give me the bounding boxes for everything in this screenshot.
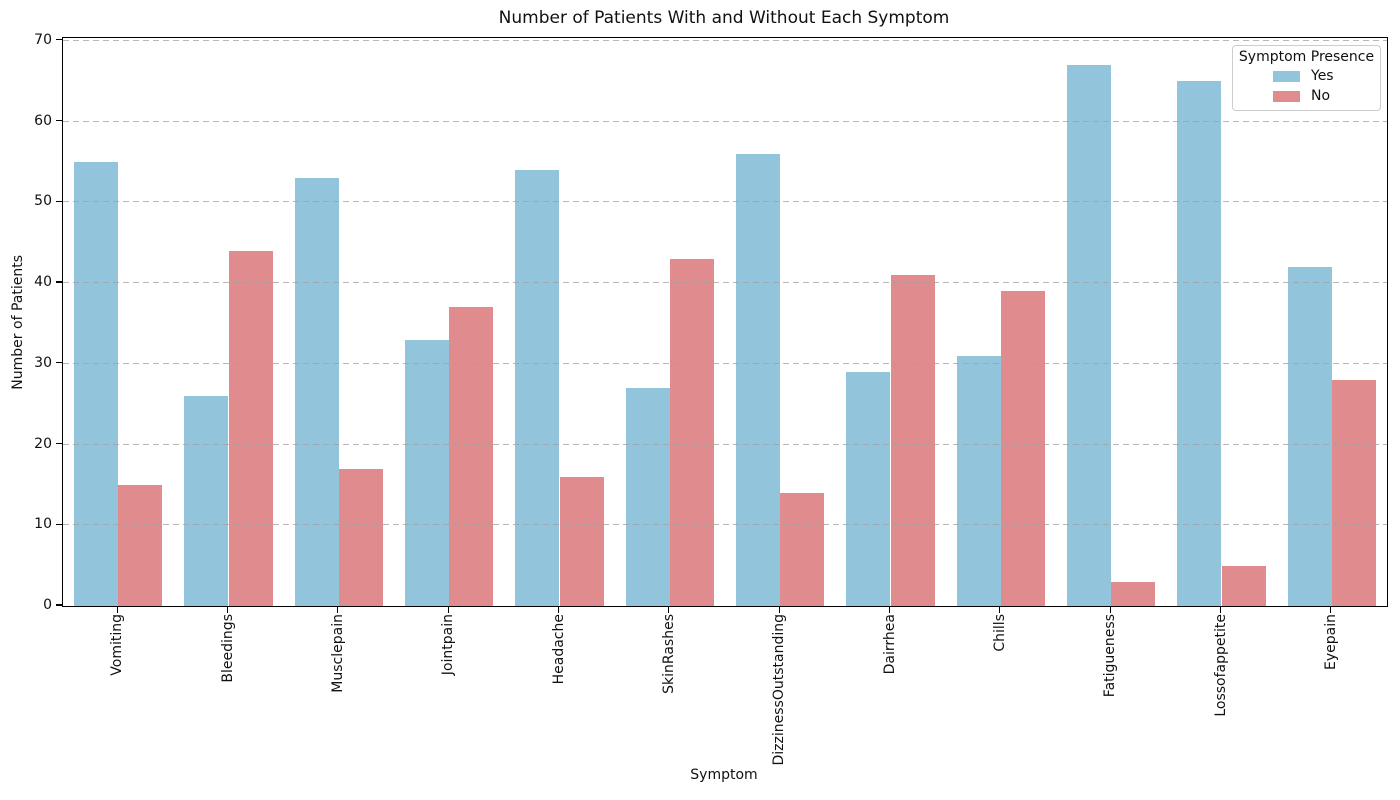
y-tick-70 [56,39,62,41]
bar-yes-dizzinessoutstanding [736,153,781,606]
legend-entries: Yes No [1233,66,1380,106]
x-tick-label-dairrhea: Dairrhea [881,614,898,675]
x-tick-label-bleedings: Bleedings [219,614,236,683]
bar-yes-musclepain [294,178,339,606]
y-tick-label-20: 20 [34,435,52,452]
x-tick-musclepain [337,606,339,613]
y-tick-30 [56,362,62,364]
y-tick-50 [56,200,62,202]
x-tick-label-chills: Chills [991,614,1008,652]
x-tick-vomiting [116,606,118,613]
x-tick-label-headache: Headache [550,614,567,685]
chart-title: Number of Patients With and Without Each… [498,8,950,28]
bar-no-bleedings [228,250,273,606]
x-tick-label-musclepain: Musclepain [329,614,346,693]
bar-no-vomiting [118,484,163,606]
legend-entry-label-yes: Yes [1311,68,1334,84]
y-tick-label-0: 0 [43,597,52,613]
x-tick-bleedings [226,606,229,613]
x-tick-skinrashes [668,606,670,613]
x-tick-label-dizzinessoutstanding: DizzinessOutstanding [771,614,788,766]
bar-no-chills [1000,291,1045,606]
x-tick-dairrhea [888,606,891,613]
bar-no-dairrhea [890,275,935,606]
y-tick-60 [56,119,62,122]
bar-yes-fatigueness [1067,65,1112,606]
x-tick-label-jointpain: Jointpain [440,614,457,676]
x-tick-label-fatigueness: Fatigueness [1102,614,1119,698]
bar-yes-jointpain [405,339,450,606]
grid-line-y70 [63,39,1387,42]
x-tick-label-lossofappetite: Lossofappetite [1212,614,1229,717]
bar-yes-eyepain [1287,266,1332,606]
x-tick-lossofappetite [1219,606,1222,613]
legend-swatch-no [1273,90,1300,102]
bar-yes-vomiting [74,161,119,606]
bar-no-musclepain [338,468,383,606]
bar-yes-lossofappetite [1177,81,1222,606]
legend-entry-no: No [1233,86,1380,106]
y-tick-label-40: 40 [34,274,52,290]
bar-no-skinrashes [669,258,714,606]
bar-yes-bleedings [184,396,229,606]
y-tick-label-60: 60 [34,112,52,129]
legend-entry-label-no: No [1311,88,1331,104]
legend-title: Symptom Presence [1238,49,1375,65]
y-tick-20 [56,442,62,445]
bar-no-eyepain [1331,379,1376,606]
x-tick-label-eyepain: Eyepain [1322,614,1339,670]
bar-yes-chills [956,355,1001,606]
y-tick-40 [56,281,62,283]
bar-no-jointpain [449,307,494,606]
y-tick-label-10: 10 [34,516,52,533]
x-tick-jointpain [447,606,449,613]
bar-yes-dairrhea [846,371,891,606]
x-tick-dizzinessoutstanding [778,606,780,613]
bar-yes-skinrashes [625,388,670,606]
bar-no-dizzinessoutstanding [780,493,825,606]
legend: Symptom Presence Yes No [1232,45,1381,111]
x-tick-label-vomiting: Vomiting [109,614,126,676]
y-tick-0 [56,604,62,606]
bar-yes-headache [515,170,560,606]
y-tick-10 [56,523,62,525]
x-tick-eyepain [1330,606,1332,613]
plot-area [62,37,1388,607]
legend-swatch-yes [1273,70,1300,82]
bar-no-lossofappetite [1221,565,1266,606]
y-tick-label-70: 70 [34,31,52,48]
bar-no-fatigueness [1111,581,1156,606]
x-axis-label: Symptom [690,767,758,783]
y-tick-label-30: 30 [34,354,52,371]
x-tick-headache [557,606,560,613]
x-tick-chills [999,606,1001,613]
x-tick-fatigueness [1109,606,1111,613]
legend-entry-yes: Yes [1233,66,1380,86]
x-tick-label-skinrashes: SkinRashes [660,614,677,694]
bar-no-headache [559,476,604,606]
y-tick-label-50: 50 [34,193,52,210]
